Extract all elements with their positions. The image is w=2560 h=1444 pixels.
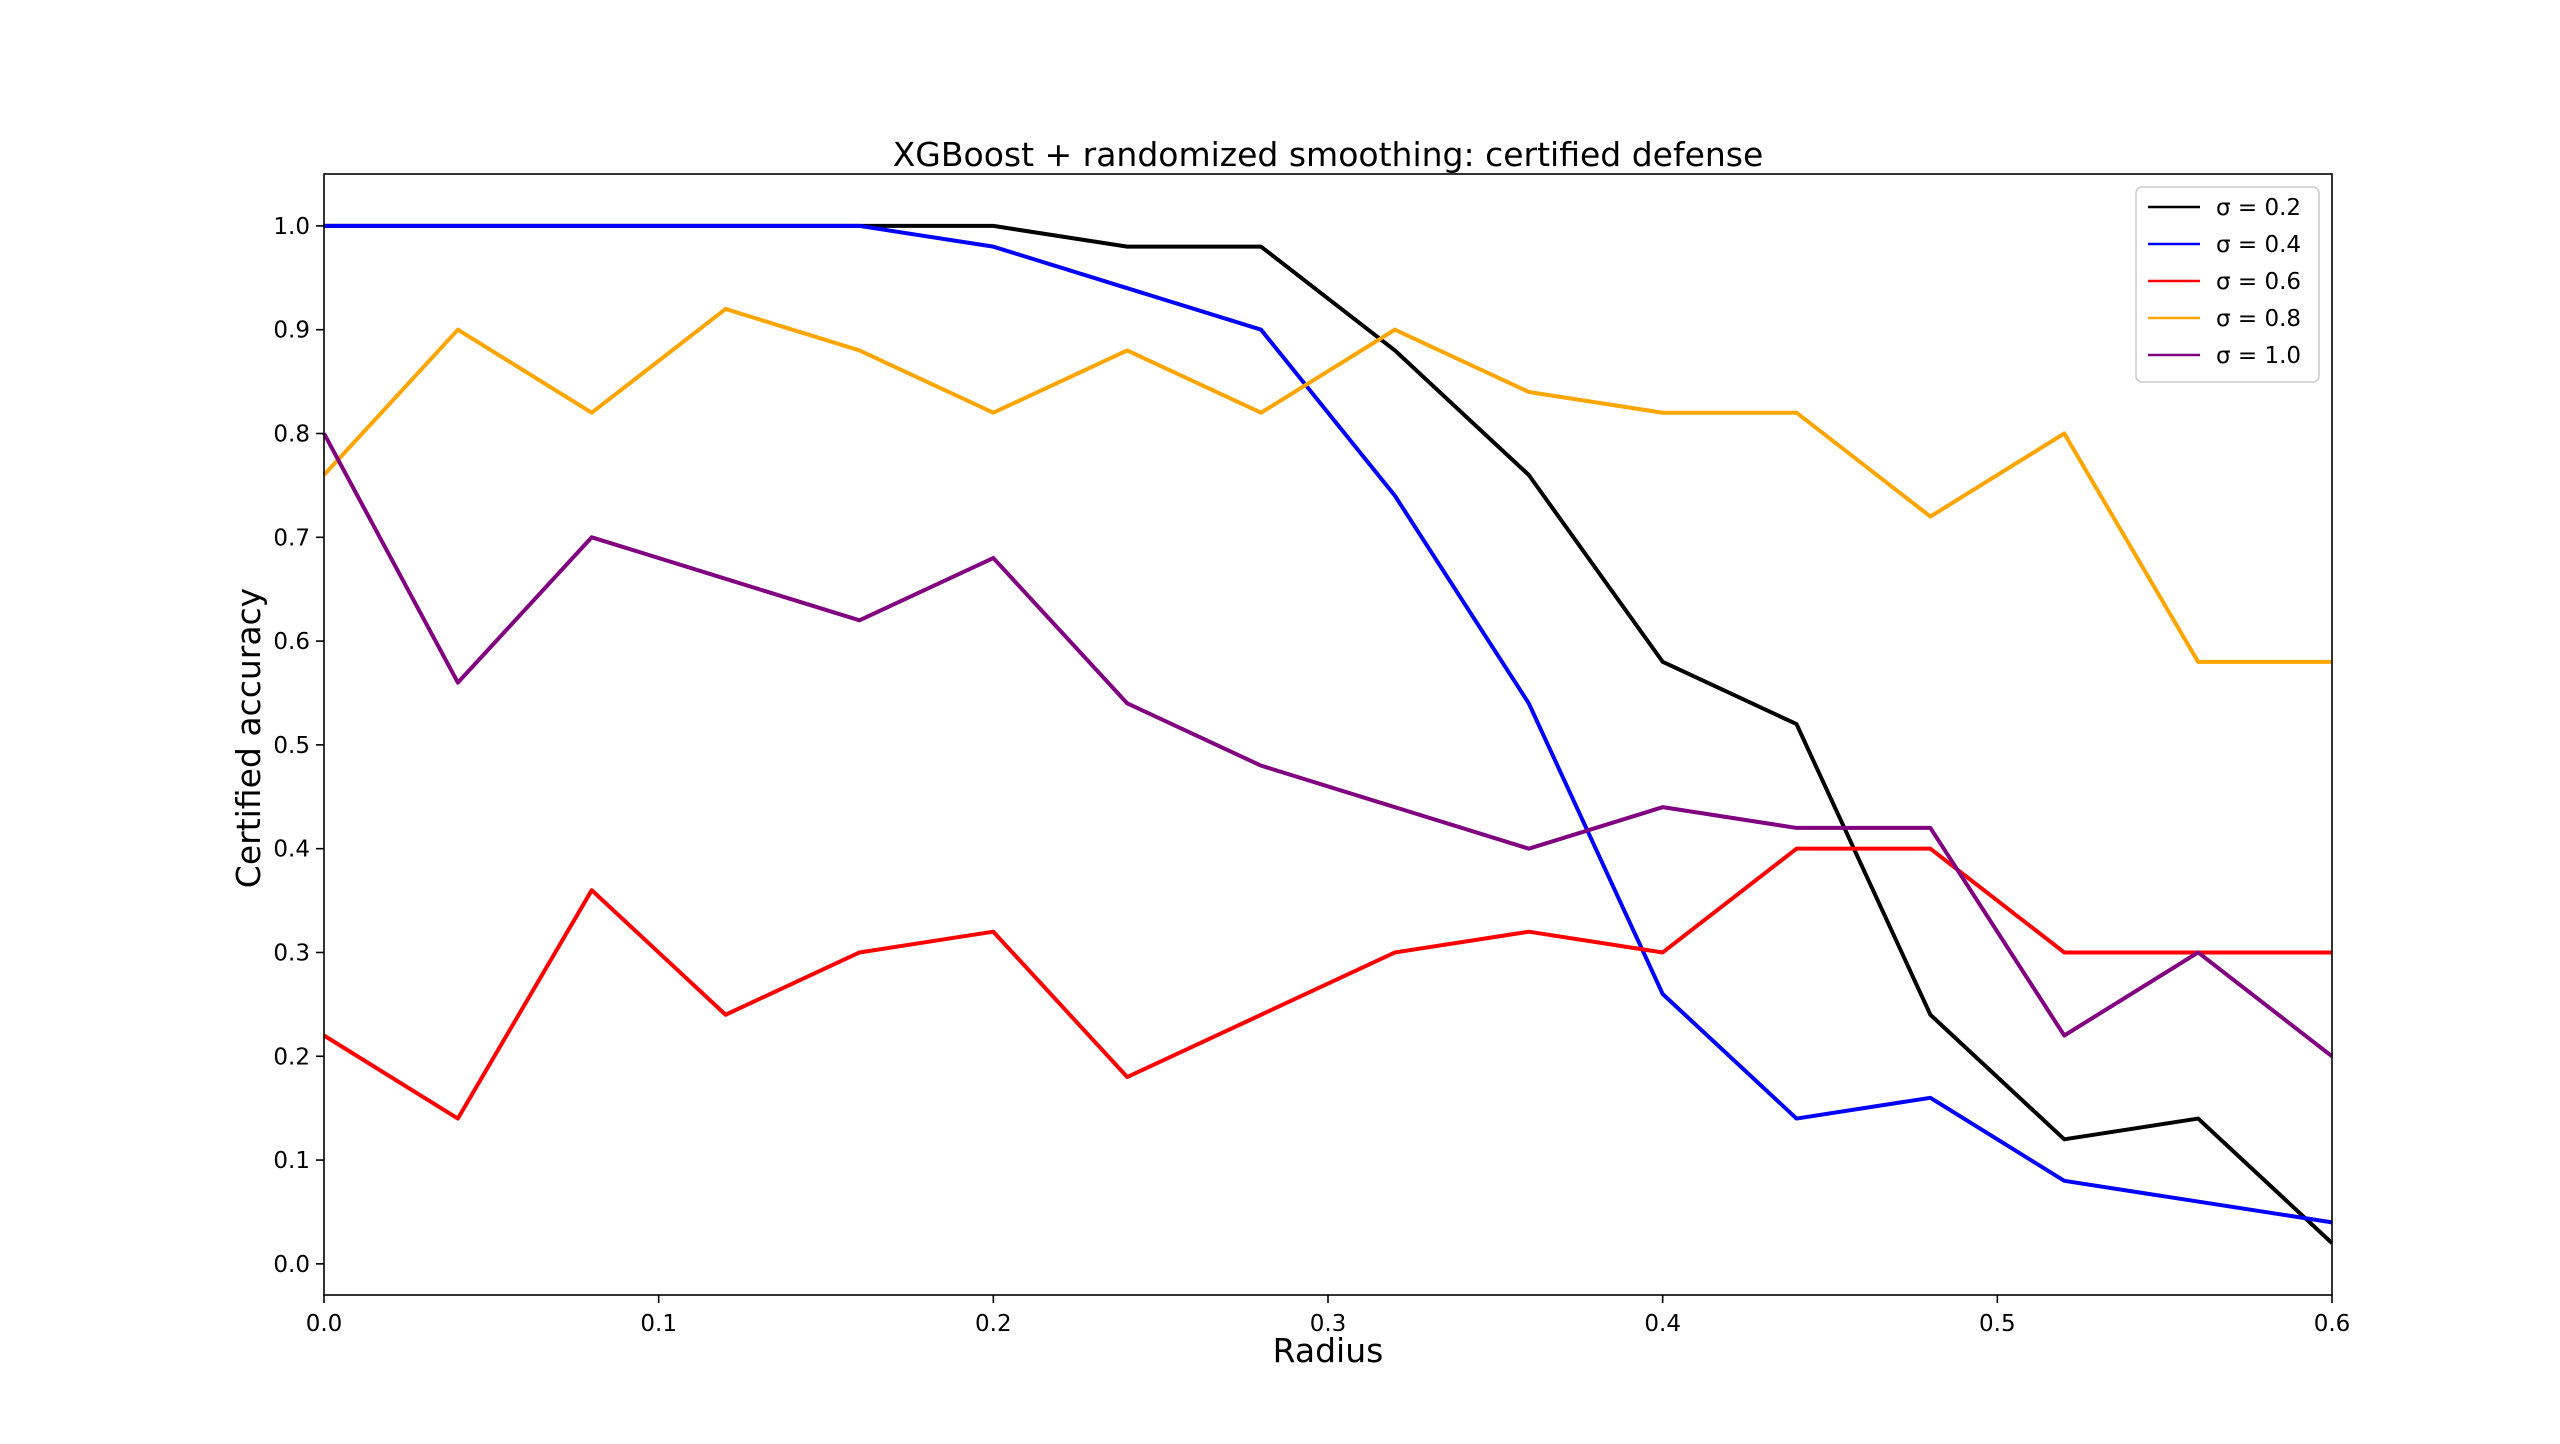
legend-label-3: σ = 0.8 [2216, 306, 2301, 332]
y-tick-label: 0.2 [273, 1044, 310, 1070]
x-axis-label: Radius [1273, 1331, 1384, 1370]
legend-label-4: σ = 1.0 [2216, 343, 2301, 369]
series-line-2 [322, 846, 2332, 1121]
y-tick-label: 0.1 [273, 1148, 310, 1174]
y-tick-label: 0.5 [273, 733, 310, 759]
chart-title: XGBoost + randomized smoothing: certifie… [893, 135, 1764, 174]
y-tick-label: 0.9 [273, 318, 310, 344]
series-line-4 [322, 432, 2334, 1058]
legend-label-1: σ = 0.4 [2216, 232, 2301, 258]
y-tick-label: 1.0 [273, 214, 310, 240]
legend-label-0: σ = 0.2 [2216, 195, 2301, 221]
y-tick-label: 0.7 [273, 525, 310, 551]
legend-box [2135, 186, 2320, 383]
x-tick-label: 0.3 [1310, 1311, 1347, 1337]
legend-label-2: σ = 0.6 [2216, 269, 2301, 295]
plot-area: 0.0 0.1 0.2 0.3 0.4 0.5 0.6 0.0 0.1 0.2 0.3 0.4 0.5 0… [273, 173, 2351, 1337]
x-tick-label: 0.6 [2314, 1311, 2351, 1337]
y-tick-label: 0.6 [273, 629, 310, 655]
y-tick-label: 0.3 [273, 940, 310, 966]
x-tick-label: 0.0 [306, 1311, 343, 1337]
x-tick-label: 0.4 [1644, 1311, 1681, 1337]
series-line-3 [322, 306, 2332, 664]
x-tick-label: 0.1 [640, 1311, 677, 1337]
y-axis-label: Certified accuracy [229, 588, 268, 888]
y-tick-label: 0.4 [273, 837, 310, 863]
x-tick-label: 0.5 [1979, 1311, 2016, 1337]
x-tick-label: 0.2 [975, 1311, 1012, 1337]
y-tick-label: 0.8 [273, 421, 310, 447]
y-tick-label: 0.0 [273, 1252, 310, 1278]
legend: σ = 0.2 σ = 0.4 σ = 0.6 σ = 0.8 σ = 1.0 [2135, 186, 2320, 383]
series-line-1 [324, 223, 2333, 1225]
